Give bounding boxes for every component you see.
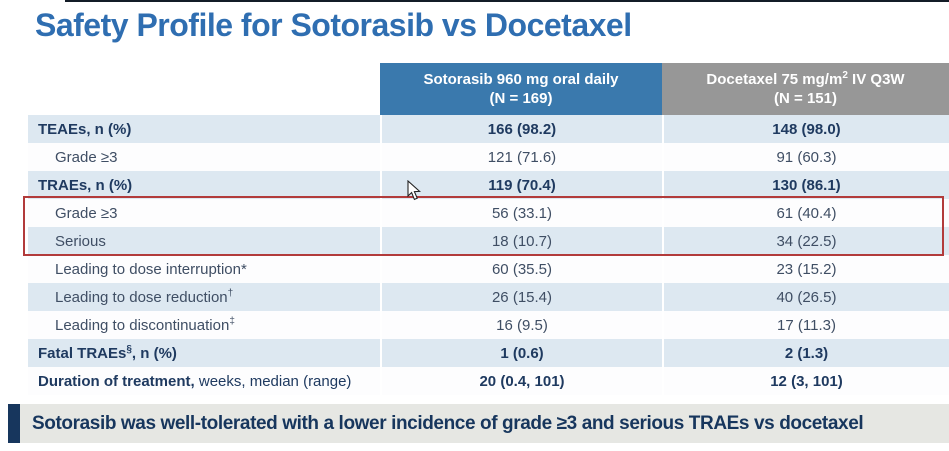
docetaxel-value: 91 (60.3) bbox=[662, 143, 949, 171]
sotorasib-value: 16 (9.5) bbox=[380, 311, 662, 339]
sotorasib-value: 121 (71.6) bbox=[380, 143, 662, 171]
docetaxel-value: 148 (98.0) bbox=[662, 115, 949, 143]
sotorasib-value: 119 (70.4) bbox=[380, 171, 662, 199]
table-row: TEAEs, n (%) 166 (98.2) 148 (98.0) bbox=[28, 115, 949, 143]
header-sotorasib-line1: Sotorasib 960 mg oral daily bbox=[423, 71, 619, 88]
sotorasib-value: 166 (98.2) bbox=[380, 115, 662, 143]
table-row: TRAEs, n (%) 119 (70.4) 130 (86.1) bbox=[28, 171, 949, 199]
table-row: Grade ≥3 121 (71.6) 91 (60.3) bbox=[28, 143, 949, 171]
sotorasib-value: 20 (0.4, 101) bbox=[380, 367, 662, 395]
docetaxel-value: 40 (26.5) bbox=[662, 283, 949, 311]
row-label: Leading to discontinuation‡ bbox=[55, 316, 235, 334]
docetaxel-value: 34 (22.5) bbox=[662, 227, 949, 255]
header-docetaxel: Docetaxel 75 mg/m2 IV Q3W (N = 151) bbox=[662, 63, 949, 115]
table-header-row: Sotorasib 960 mg oral daily (N = 169) Do… bbox=[28, 63, 949, 115]
table-row: Fatal TRAEs§, n (%) 1 (0.6) 2 (1.3) bbox=[28, 339, 949, 367]
docetaxel-value: 61 (40.4) bbox=[662, 199, 949, 227]
table-row: Duration of treatment, weeks, median (ra… bbox=[28, 367, 949, 395]
row-label: Grade ≥3 bbox=[55, 204, 118, 222]
row-label: Leading to dose interruption* bbox=[55, 260, 247, 278]
table-row: Leading to discontinuation‡ 16 (9.5) 17 (1… bbox=[28, 311, 949, 339]
row-label: TEAEs, n (%) bbox=[38, 120, 132, 138]
header-docetaxel-line1: Docetaxel 75 mg/m2 IV Q3W bbox=[706, 70, 905, 89]
takeaway-banner: Sotorasib was well-tolerated with a lowe… bbox=[8, 404, 949, 443]
takeaway-text: Sotorasib was well-tolerated with a lowe… bbox=[32, 412, 864, 434]
docetaxel-value: 130 (86.1) bbox=[662, 171, 949, 199]
row-label: Leading to dose reduction† bbox=[55, 288, 234, 306]
sotorasib-value: 26 (15.4) bbox=[380, 283, 662, 311]
table-body: TEAEs, n (%) 166 (98.2) 148 (98.0) Grade ≥3… bbox=[28, 115, 949, 395]
slide-title: Safety Profile for Sotorasib vs Docetaxe… bbox=[35, 7, 632, 43]
table-row: Serious 18 (10.7) 34 (22.5) bbox=[28, 227, 949, 255]
docetaxel-value: 17 (11.3) bbox=[662, 311, 949, 339]
row-label: Grade ≥3 bbox=[55, 148, 118, 166]
sotorasib-value: 18 (10.7) bbox=[380, 227, 662, 255]
row-label: Duration of treatment, weeks, median (ra… bbox=[38, 372, 352, 390]
row-label: TRAEs, n (%) bbox=[38, 176, 133, 194]
sotorasib-value: 1 (0.6) bbox=[380, 339, 662, 367]
table-row: Grade ≥3 56 (33.1) 61 (40.4) bbox=[28, 199, 949, 227]
sotorasib-value: 56 (33.1) bbox=[380, 199, 662, 227]
header-sotorasib-line2: (N = 169) bbox=[489, 90, 553, 107]
table-row: Leading to dose interruption* 60 (35.5) 23… bbox=[28, 255, 949, 283]
docetaxel-value: 12 (3, 101) bbox=[662, 367, 949, 395]
row-label: Fatal TRAEs§, n (%) bbox=[38, 344, 177, 362]
row-label: Serious bbox=[55, 232, 106, 250]
docetaxel-value: 23 (15.2) bbox=[662, 255, 949, 283]
header-spacer-cell bbox=[28, 63, 380, 115]
superscript-2: 2 bbox=[842, 70, 848, 81]
sotorasib-value: 60 (35.5) bbox=[380, 255, 662, 283]
docetaxel-value: 2 (1.3) bbox=[662, 339, 949, 367]
table-row: Leading to dose reduction† 26 (15.4) 40 (2… bbox=[28, 283, 949, 311]
safety-table: Sotorasib 960 mg oral daily (N = 169) Do… bbox=[28, 63, 949, 395]
header-sotorasib: Sotorasib 960 mg oral daily (N = 169) bbox=[380, 63, 662, 115]
banner-accent-bar bbox=[8, 404, 20, 443]
header-docetaxel-line2: (N = 151) bbox=[774, 90, 837, 107]
top-divider-line bbox=[65, 0, 949, 2]
